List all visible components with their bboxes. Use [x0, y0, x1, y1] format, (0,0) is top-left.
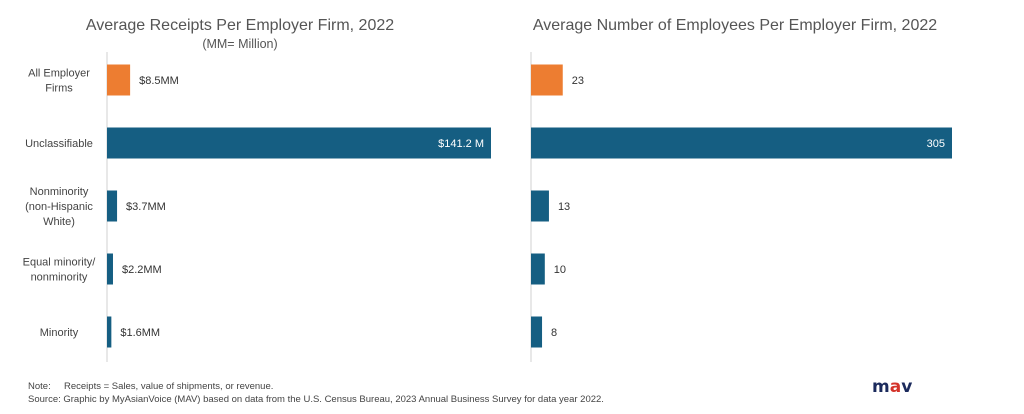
receipts-data-label-minority: $1.6MM — [120, 327, 160, 339]
mav-logo: mav — [872, 377, 913, 397]
employees-bar-nonminority-non-hispanic-white — [531, 190, 549, 222]
receipts-data-label-all-employer-firms: $8.5MM — [139, 75, 179, 87]
employees-bar-all-employer-firms — [531, 64, 563, 96]
category-label-equal-minority-nonminority: Equal minority/nonminority — [23, 257, 97, 284]
category-label-minority: Minority — [40, 327, 79, 339]
employees-data-label-equal-minority-nonminority: 10 — [554, 264, 566, 276]
receipts-chart-subtitle: (MM= Million) — [202, 37, 278, 51]
employees-chart-title: Average Number of Employees Per Employer… — [532, 17, 938, 34]
category-label-line: All Employer — [28, 68, 90, 80]
receipts-bar-nonminority-non-hispanic-white — [107, 190, 118, 222]
note-text: Receipts = Sales, value of shipments, or… — [64, 381, 274, 392]
receipts-data-label-unclassifiable: $141.2 M — [438, 138, 484, 150]
employees-data-label-unclassifiable: 305 — [927, 138, 945, 150]
category-label-line: White) — [43, 216, 75, 228]
category-label-line: nonminority — [31, 272, 88, 284]
category-label-line: Unclassifiable — [25, 138, 93, 150]
employees-bar-minority — [531, 316, 543, 348]
category-label-all-employer-firms: All Employer Firms — [28, 68, 90, 95]
receipts-chart: $8.5MM All Employer Firms $141.2 M Unclassif… — [23, 52, 491, 362]
category-label-line: Minority — [40, 327, 79, 339]
employees-chart: 23 305 13 10 8 — [530, 52, 952, 362]
category-label-line: Nonminority — [30, 186, 89, 198]
receipts-bar-equal-minority-nonminority — [107, 253, 113, 285]
category-label-unclassifiable: Unclassifiable — [25, 138, 93, 150]
category-label-line: Equal minority/ — [23, 257, 97, 269]
employees-data-label-minority: 8 — [551, 327, 557, 339]
employees-bar-equal-minority-nonminority — [531, 253, 545, 285]
category-label-line: (non-Hispanic — [25, 201, 93, 213]
category-label-line: Firms — [45, 83, 73, 95]
receipts-bar-unclassifiable — [107, 127, 491, 159]
note: Note: Receipts = Sales, value of shipment… — [28, 381, 273, 393]
receipts-bar-minority — [107, 316, 112, 348]
receipts-bar-all-employer-firms — [107, 64, 131, 96]
employees-bar-unclassifiable — [531, 127, 952, 159]
note-label: Note: — [28, 381, 51, 392]
receipts-chart-title: Average Receipts Per Employer Firm, 2022 — [85, 17, 395, 34]
employees-data-label-all-employer-firms: 23 — [572, 75, 584, 87]
employees-data-label-nonminority-non-hispanic-white: 13 — [558, 201, 570, 213]
source-note: Source: Graphic by MyAsianVoice (MAV) ba… — [28, 394, 604, 405]
receipts-data-label-nonminority-non-hispanic-white: $3.7MM — [126, 201, 166, 213]
receipts-data-label-equal-minority-nonminority: $2.2MM — [122, 264, 162, 276]
category-label-nonminority-non-hispanic-white: Nonminority (non-Hispanic White) — [25, 186, 93, 228]
